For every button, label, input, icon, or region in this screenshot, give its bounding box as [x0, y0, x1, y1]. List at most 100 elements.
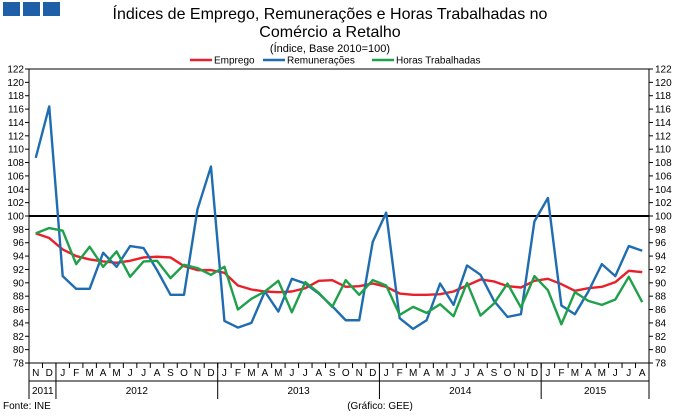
- x-tick-label: A: [154, 368, 161, 379]
- chart-series: [29, 105, 649, 331]
- y-tick-label-right: 84: [655, 318, 667, 329]
- y-tick-label-right: 88: [655, 292, 667, 303]
- y-tick-label-left: 92: [13, 265, 25, 276]
- y-tick-label-left: 98: [13, 225, 25, 236]
- x-tick-label: J: [465, 368, 470, 379]
- x-tick-label: O: [342, 368, 350, 379]
- y-tick-label-right: 110: [655, 145, 671, 156]
- y-tick-label-right: 118: [655, 91, 671, 102]
- legend-label: Remunerações: [287, 56, 355, 67]
- y-tick-label-left: 116: [8, 105, 24, 116]
- x-tick-label: J: [451, 368, 456, 379]
- logo-square-1: [3, 2, 20, 16]
- x-tick-label: J: [222, 368, 227, 379]
- x-tick-label: O: [504, 368, 512, 379]
- x-tick-label: F: [397, 368, 403, 379]
- x-tick-label: M: [409, 368, 417, 379]
- x-tick-label: A: [315, 368, 322, 379]
- y-tick-label-right: 94: [655, 252, 667, 263]
- y-tick-label-left: 120: [7, 78, 24, 89]
- y-tick-label-right: 120: [655, 78, 672, 89]
- x-tick-label: A: [477, 368, 484, 379]
- y-tick-label-right: 92: [655, 265, 667, 276]
- y-tick-label-left: 90: [13, 278, 25, 289]
- x-tick-label: F: [558, 368, 564, 379]
- year-label: 2011: [32, 386, 54, 397]
- y-tick-label-left: 88: [13, 292, 25, 303]
- x-tick-label: D: [46, 368, 53, 379]
- x-tick-label: D: [207, 368, 214, 379]
- y-tick-label-right: 122: [655, 65, 672, 76]
- y-tick-label-right: 114: [655, 118, 671, 129]
- x-tick-label: N: [32, 368, 39, 379]
- logo-square-2: [23, 2, 40, 16]
- x-tick-label: M: [274, 368, 282, 379]
- series-line-emprego: [35, 232, 643, 297]
- x-tick-label: N: [356, 368, 363, 379]
- y-tick-label-right: 90: [655, 278, 667, 289]
- x-tick-label: M: [112, 368, 120, 379]
- x-tick-label: S: [167, 368, 174, 379]
- y-tick-label-right: 112: [655, 131, 671, 142]
- y-tick-label-right: 82: [655, 332, 667, 343]
- x-tick-label: F: [235, 368, 241, 379]
- y-tick-label-left: 80: [13, 345, 25, 356]
- chart-title-line-2: Comércio a Retalho: [259, 24, 401, 41]
- source-note: Fonte: INE: [3, 401, 51, 412]
- y-tick-label-right: 100: [655, 212, 672, 223]
- x-tick-label: J: [128, 368, 133, 379]
- x-tick-label: M: [247, 368, 255, 379]
- y-tick-label-right: 96: [655, 238, 667, 249]
- chart-subtitle: (Índice, Base 2010=100): [269, 43, 391, 55]
- y-tick-label-left: 102: [7, 198, 24, 209]
- x-tick-label: M: [598, 368, 606, 379]
- y-tick-label-left: 94: [13, 252, 25, 263]
- x-tick-label: J: [141, 368, 146, 379]
- x-tick-label: S: [491, 368, 498, 379]
- x-tick-label: J: [303, 368, 308, 379]
- x-tick-label: J: [545, 368, 550, 379]
- x-tick-label: O: [180, 368, 188, 379]
- legend-label: Horas Trabalhadas: [396, 56, 481, 67]
- x-tick-label: A: [639, 368, 646, 379]
- chart-legend: Emprego Remunerações Horas Trabalhadas: [190, 56, 481, 67]
- x-tick-label: D: [531, 368, 538, 379]
- year-label: 2014: [449, 386, 472, 397]
- y-tick-label-left: 118: [8, 91, 24, 102]
- y-tick-label-left: 86: [13, 305, 25, 316]
- x-tick-label: J: [626, 368, 631, 379]
- logo-square-3: [43, 2, 60, 16]
- y-axis-left: 78 80 82 84 86 88 90 92 94 96 98 100 102 104 106 108 110…: [7, 65, 29, 370]
- x-tick-label: J: [60, 368, 65, 379]
- y-tick-label-right: 102: [655, 198, 672, 209]
- year-label: 2015: [584, 386, 607, 397]
- year-label: 2012: [126, 386, 149, 397]
- x-tick-label: D: [369, 368, 376, 379]
- chart-credit: (Gráfico: GEE): [347, 401, 413, 412]
- x-tick-label: M: [571, 368, 579, 379]
- x-tick-label: J: [384, 368, 389, 379]
- y-tick-label-left: 114: [8, 118, 24, 129]
- x-tick-label: A: [585, 368, 592, 379]
- y-tick-label-right: 104: [655, 185, 672, 196]
- y-tick-label-right: 108: [655, 158, 672, 169]
- y-axis-right: 78 80 82 84 86 88 90 92 94 96 98 100 102 104 106 108 110…: [649, 65, 672, 370]
- y-tick-label-right: 116: [655, 105, 671, 116]
- y-tick-label-right: 80: [655, 345, 667, 356]
- series-line-remuneracoes: [34, 105, 643, 331]
- x-tick-label: A: [423, 368, 430, 379]
- x-tick-label: J: [289, 368, 294, 379]
- y-tick-label-left: 108: [7, 158, 24, 169]
- x-tick-label: J: [613, 368, 618, 379]
- series-line-horas-trabalhadas: [35, 226, 644, 326]
- x-tick-label: N: [517, 368, 524, 379]
- legend-label: Emprego: [214, 56, 255, 67]
- y-tick-label-left: 78: [13, 359, 25, 370]
- chart-title-line-1: Índices de Emprego, Remunerações e Horas…: [112, 6, 548, 23]
- x-tick-label: A: [100, 368, 107, 379]
- x-tick-label: S: [329, 368, 336, 379]
- x-tick-label: F: [73, 368, 79, 379]
- y-tick-label-right: 106: [655, 171, 672, 182]
